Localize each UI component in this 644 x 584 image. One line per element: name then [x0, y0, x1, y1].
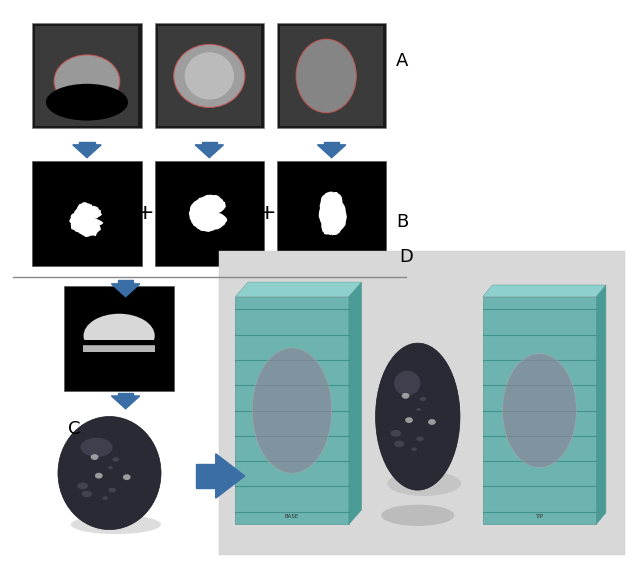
Ellipse shape [394, 371, 421, 396]
Ellipse shape [252, 348, 332, 473]
Bar [32, 161, 142, 266]
Ellipse shape [387, 471, 461, 496]
Text: D: D [399, 248, 413, 266]
Ellipse shape [412, 447, 417, 451]
Ellipse shape [71, 515, 161, 534]
Polygon shape [118, 393, 133, 396]
Polygon shape [196, 464, 216, 488]
Bar [280, 26, 383, 126]
Ellipse shape [402, 393, 410, 399]
Text: B: B [396, 213, 408, 231]
Ellipse shape [84, 314, 155, 358]
Ellipse shape [113, 457, 119, 461]
Ellipse shape [420, 397, 426, 401]
Polygon shape [195, 145, 223, 158]
Ellipse shape [46, 84, 128, 121]
Ellipse shape [428, 419, 436, 425]
Bar [277, 161, 386, 266]
Polygon shape [118, 280, 133, 284]
Polygon shape [483, 285, 606, 297]
Bar [64, 286, 174, 391]
Polygon shape [189, 194, 227, 232]
Ellipse shape [390, 430, 401, 437]
Ellipse shape [54, 55, 120, 107]
Polygon shape [111, 284, 140, 297]
Polygon shape [317, 145, 346, 158]
Text: +: + [136, 203, 154, 223]
Ellipse shape [381, 505, 454, 526]
Bar [83, 339, 155, 365]
Polygon shape [349, 282, 362, 524]
Bar [277, 23, 386, 128]
Bar [219, 251, 625, 555]
Polygon shape [235, 297, 349, 524]
Ellipse shape [174, 44, 245, 107]
Polygon shape [73, 145, 101, 158]
Ellipse shape [77, 482, 88, 489]
Polygon shape [69, 202, 104, 237]
Text: BASE: BASE [285, 513, 299, 519]
Ellipse shape [123, 474, 131, 480]
Polygon shape [596, 285, 606, 524]
Ellipse shape [502, 353, 576, 467]
Ellipse shape [108, 466, 113, 469]
Ellipse shape [82, 491, 92, 497]
Text: +: + [258, 203, 276, 223]
Polygon shape [216, 454, 245, 498]
Bar [158, 26, 261, 126]
Polygon shape [324, 142, 339, 145]
Ellipse shape [58, 416, 161, 530]
Polygon shape [79, 142, 95, 145]
Polygon shape [235, 282, 362, 297]
Bar [83, 344, 155, 352]
Ellipse shape [109, 488, 116, 492]
Polygon shape [111, 396, 140, 409]
Bar [35, 26, 138, 126]
Text: A: A [396, 53, 408, 70]
Ellipse shape [405, 417, 413, 423]
Ellipse shape [91, 454, 99, 460]
Ellipse shape [80, 438, 113, 457]
Text: TIP: TIP [535, 513, 544, 519]
Ellipse shape [102, 496, 108, 500]
Bar [155, 23, 264, 128]
Ellipse shape [185, 53, 234, 100]
Ellipse shape [394, 440, 404, 447]
Polygon shape [202, 142, 217, 145]
Text: C: C [68, 420, 80, 438]
Ellipse shape [416, 436, 424, 442]
Ellipse shape [375, 343, 460, 490]
Ellipse shape [416, 408, 421, 411]
Ellipse shape [95, 473, 102, 479]
Bar [155, 161, 264, 266]
Bar [32, 23, 142, 128]
Polygon shape [319, 192, 347, 235]
Ellipse shape [296, 39, 356, 113]
Polygon shape [483, 297, 596, 524]
